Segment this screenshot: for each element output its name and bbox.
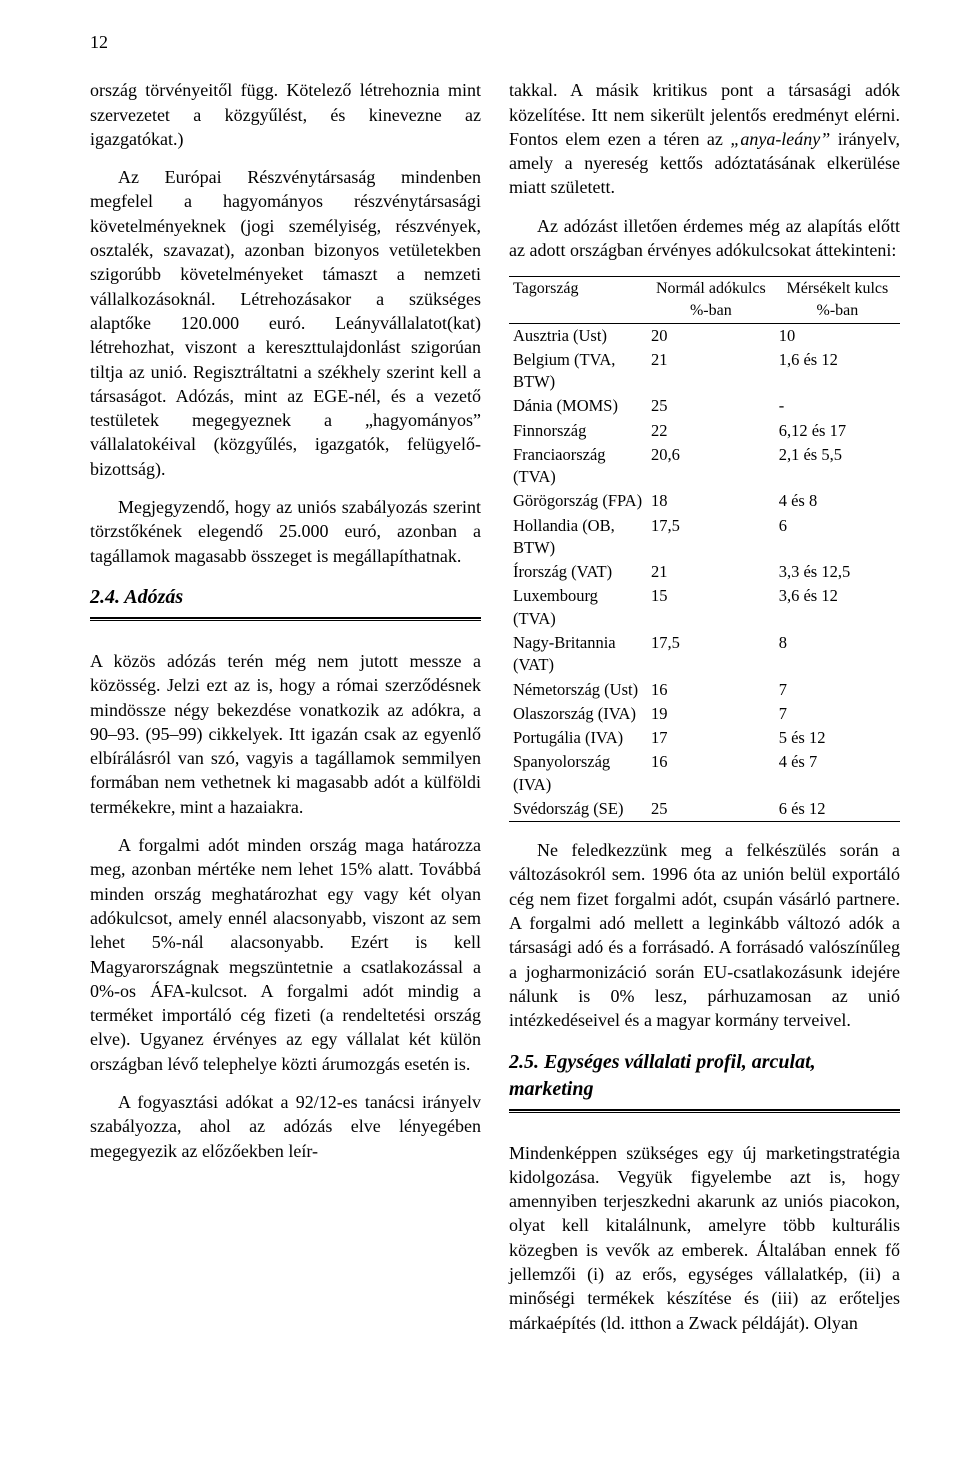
table-cell: Olaszország (IVA) <box>509 702 647 726</box>
paragraph: Az adózást illetően érdemes még az alapí… <box>509 214 900 263</box>
table-row: Olaszország (IVA)197 <box>509 702 900 726</box>
table-cell: 6 <box>775 514 900 561</box>
table-cell: Nagy-Britannia (VAT) <box>509 631 647 678</box>
paragraph: A forgalmi adót minden ország maga határ… <box>90 833 481 1076</box>
table-cell: Svédország (SE) <box>509 797 647 822</box>
table-cell: 17,5 <box>647 514 775 561</box>
table-cell: 19 <box>647 702 775 726</box>
table-header: Tagország <box>509 277 647 323</box>
table-cell: Hollandia (OB, BTW) <box>509 514 647 561</box>
table-cell: Görögország (FPA) <box>509 489 647 513</box>
table-cell: 7 <box>775 702 900 726</box>
table-cell: 17,5 <box>647 631 775 678</box>
paragraph: A fogyasztási adókat a 92/12-es tanácsi … <box>90 1090 481 1163</box>
table-cell: - <box>775 394 900 418</box>
table-cell: 16 <box>647 678 775 702</box>
right-column: takkal. A másik kritikus pont a társaság… <box>509 78 900 1349</box>
paragraph: A közös adózás terén még nem jutott mess… <box>90 649 481 819</box>
section-heading-2-4: 2.4. Adózás <box>90 584 481 611</box>
table-row: Németország (Ust)167 <box>509 678 900 702</box>
section-heading-2-5: 2.5. Egységes vállalati profil, arculat,… <box>509 1049 900 1103</box>
paragraph: takkal. A másik kritikus pont a társaság… <box>509 78 900 199</box>
table-cell: Ausztria (Ust) <box>509 323 647 348</box>
table-row: Nagy-Britannia (VAT)17,58 <box>509 631 900 678</box>
table-cell: 22 <box>647 419 775 443</box>
table-cell: Franciaország (TVA) <box>509 443 647 490</box>
section-rule <box>90 617 481 621</box>
table-cell: 3,6 és 12 <box>775 584 900 631</box>
left-column: ország törvényeitől függ. Kötelező létre… <box>90 78 481 1349</box>
table-cell: 2,1 és 5,5 <box>775 443 900 490</box>
table-cell: 21 <box>647 348 775 395</box>
table-row: Görögország (FPA)184 és 8 <box>509 489 900 513</box>
table-row: Belgium (TVA, BTW)211,6 és 12 <box>509 348 900 395</box>
table-cell: 4 és 8 <box>775 489 900 513</box>
table-cell: 10 <box>775 323 900 348</box>
paragraph: ország törvényeitől függ. Kötelező létre… <box>90 78 481 151</box>
table-row: Spanyolország (IVA)164 és 7 <box>509 750 900 797</box>
paragraph: Megjegyzendő, hogy az uniós szabályozás … <box>90 495 481 568</box>
table-cell: 21 <box>647 560 775 584</box>
table-row: Írország (VAT)213,3 és 12,5 <box>509 560 900 584</box>
table-cell: Belgium (TVA, BTW) <box>509 348 647 395</box>
table-cell: 5 és 12 <box>775 726 900 750</box>
paragraph: Az Európai Részvénytársaság mindenben me… <box>90 165 481 481</box>
table-cell: 25 <box>647 394 775 418</box>
table-cell: Portugália (IVA) <box>509 726 647 750</box>
table-cell: 3,3 és 12,5 <box>775 560 900 584</box>
section-rule <box>509 1109 900 1113</box>
table-cell: Finnország <box>509 419 647 443</box>
table-cell: 18 <box>647 489 775 513</box>
table-cell: Németország (Ust) <box>509 678 647 702</box>
table-row: Franciaország (TVA)20,62,1 és 5,5 <box>509 443 900 490</box>
table-row: Dánia (MOMS)25- <box>509 394 900 418</box>
table-cell: 15 <box>647 584 775 631</box>
table-cell: 6,12 és 17 <box>775 419 900 443</box>
table-cell: 20 <box>647 323 775 348</box>
table-header: Normál adókulcs %-ban <box>647 277 775 323</box>
table-row: Luxembourg (TVA)153,6 és 12 <box>509 584 900 631</box>
table-row: Hollandia (OB, BTW)17,56 <box>509 514 900 561</box>
table-cell: 1,6 és 12 <box>775 348 900 395</box>
paragraph: Mindenképpen szükséges egy új marketings… <box>509 1141 900 1335</box>
table-row: Svédország (SE)256 és 12 <box>509 797 900 822</box>
page-number: 12 <box>90 30 900 54</box>
table-header-row: Tagország Normál adókulcs %-ban Mérsékel… <box>509 277 900 323</box>
table-cell: Írország (VAT) <box>509 560 647 584</box>
table-cell: 20,6 <box>647 443 775 490</box>
table-row: Finnország226,12 és 17 <box>509 419 900 443</box>
table-cell: Luxembourg (TVA) <box>509 584 647 631</box>
table-cell: 17 <box>647 726 775 750</box>
two-column-layout: ország törvényeitől függ. Kötelező létre… <box>90 78 900 1349</box>
table-cell: 4 és 7 <box>775 750 900 797</box>
table-row: Ausztria (Ust)2010 <box>509 323 900 348</box>
table-cell: 25 <box>647 797 775 822</box>
table-row: Portugália (IVA)175 és 12 <box>509 726 900 750</box>
tax-rate-table: Tagország Normál adókulcs %-ban Mérsékel… <box>509 276 900 822</box>
table-cell: Spanyolország (IVA) <box>509 750 647 797</box>
paragraph: Ne feledkezzünk meg a felkészülés során … <box>509 838 900 1032</box>
italic-term: „anya-leány” <box>730 129 830 149</box>
table-cell: 7 <box>775 678 900 702</box>
table-cell: Dánia (MOMS) <box>509 394 647 418</box>
table-cell: 16 <box>647 750 775 797</box>
table-cell: 8 <box>775 631 900 678</box>
table-header: Mérsékelt kulcs %-ban <box>775 277 900 323</box>
table-cell: 6 és 12 <box>775 797 900 822</box>
